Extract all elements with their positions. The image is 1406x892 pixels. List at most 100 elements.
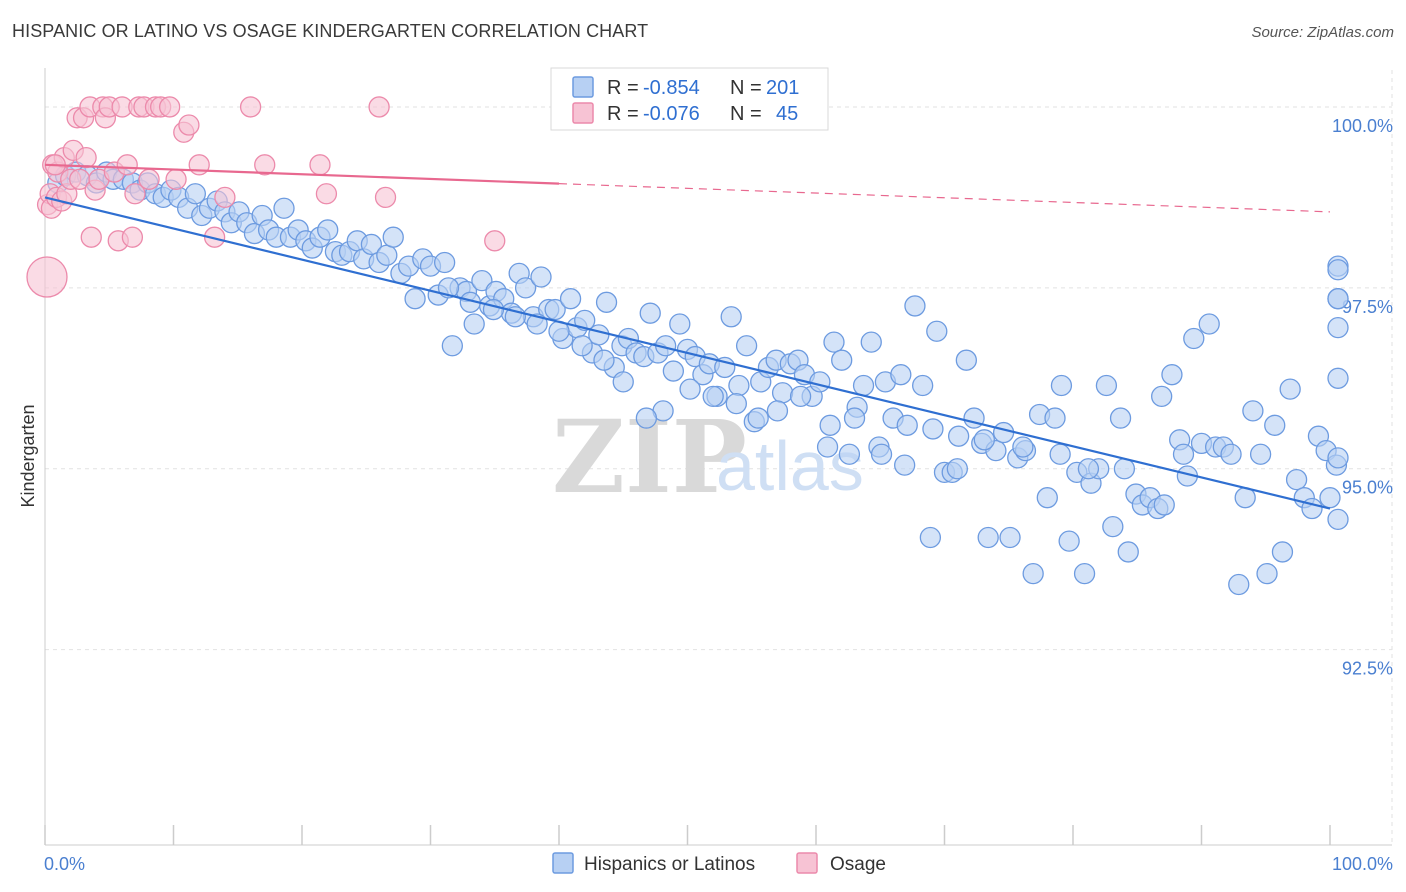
hispanic-point-78 [639,302,661,324]
hispanic-point-69 [574,309,596,332]
hispanic-point-191 [870,443,893,465]
hispanic-point-108 [860,331,882,353]
hispanic-point-142 [1109,407,1132,429]
hispanic-point-113 [896,414,918,436]
hispanic-point-194 [789,385,812,408]
hispanic-point-171 [1319,487,1341,509]
hispanic-point-188 [946,458,968,480]
hispanic-point-102 [816,436,839,458]
osage-point-36 [178,114,200,136]
hispanic-point-96 [771,382,794,404]
hispanic-point-51 [441,335,463,357]
hispanic-point-187 [973,429,995,451]
hispanic-point-130 [1022,563,1044,585]
hispanic-point-179 [1327,288,1349,310]
series-osage-points [26,96,506,298]
hispanic-point-143 [1117,541,1139,563]
hispanic-point-121 [955,349,977,371]
hispanic-point-202 [612,371,634,393]
hispanic-point-46 [404,288,426,310]
hispanic-point-182 [1151,385,1173,408]
y-tick-label-2: 97.5% [1342,297,1393,317]
hispanic-point-82 [669,313,691,335]
series-legend: Hispanics or Latinos Osage [552,852,886,875]
osage-point-30 [138,168,160,190]
legend-r-value-1: -0.854 [643,77,700,99]
legend-r-value-2: -0.076 [643,103,700,125]
hispanic-point-163 [1264,414,1286,436]
hispanic-point-105 [838,443,861,465]
hispanic-point-141 [1102,515,1124,538]
bottom-legend-label-hispanics: Hispanics or Latinos [584,854,755,875]
bottom-legend-swatch-blue [552,852,574,874]
hispanic-point-107 [852,374,875,397]
watermark: ZIP atlas [552,398,864,516]
hispanic-point-160 [1242,400,1264,422]
legend-swatch-blue [572,76,594,98]
hispanic-point-137 [1073,563,1096,585]
hispanic-point-124 [977,526,999,549]
hispanic-point-154 [1198,313,1220,335]
osage-point-26 [121,226,144,248]
hispanic-point-157 [1220,443,1242,465]
hispanic-point-162 [1256,563,1278,585]
hispanic-point-180 [1327,367,1349,389]
hispanic-point-175 [1327,316,1349,339]
hispanic-point-199 [679,378,701,400]
x-tick-labels: 0.0% 100.0% [44,854,1393,874]
hispanic-point-181 [1172,443,1195,465]
hispanic-point-117 [926,320,948,342]
source-credit: Source: ZipAtlas.com [1251,24,1394,41]
y-tick-label-3: 100.0% [1332,116,1393,136]
legend-n-value-1: 201 [766,77,799,99]
hispanic-point-16 [184,183,206,205]
hispanic-point-132 [1036,487,1058,509]
hispanic-point-178 [1327,259,1349,281]
osage-point-41 [254,154,276,176]
hispanic-point-206 [526,313,548,335]
stats-legend: R = -0.854 N = 201 R = -0.076 N = 45 [550,67,829,131]
hispanic-point-120 [947,425,970,447]
hispanic-point-161 [1249,443,1272,465]
hispanic-point-63 [530,266,552,288]
osage-point-43 [315,183,338,205]
hispanic-point-197 [725,392,747,415]
hispanic-point-114 [904,295,926,317]
hispanic-point-166 [1285,468,1308,491]
y-tick-labels: 92.5% 95.0% 97.5% 100.0% [1332,116,1393,679]
x-tick-label-1: 100.0% [1332,854,1393,874]
osage-point-44 [368,96,390,118]
y-axis-label: Kindergarten [18,404,38,507]
hispanic-point-164 [1271,541,1294,563]
legend-n-label-2: N = [730,103,762,125]
hispanic-point-190 [894,454,916,476]
hispanic-point-208 [482,298,505,321]
trend-line-hispanics [44,196,1331,510]
hispanic-point-165 [1279,378,1301,400]
osage-point-40 [239,96,262,118]
hispanic-point-101 [809,371,831,393]
bottom-legend-swatch-pink [796,852,818,874]
hispanic-point-184 [1077,458,1100,480]
osage-point-47 [26,256,68,298]
hispanic-point-61 [514,277,537,299]
legend-n-value-2: 45 [776,103,798,125]
hispanic-point-204 [571,335,593,357]
hispanic-point-42 [376,244,398,266]
hispanic-point-72 [595,291,618,313]
y-tick-label-1: 95.0% [1342,478,1393,498]
hispanic-point-67 [559,288,582,310]
hispanic-point-91 [735,335,758,357]
trend-line-osage-extension [558,183,1331,213]
hispanic-point-198 [702,385,724,408]
hispanic-point-174 [1327,508,1349,531]
trend-line-osage [44,163,560,185]
osage-point-39 [214,186,236,209]
hispanic-point-192 [843,407,866,429]
hispanic-point-196 [747,407,769,429]
hispanic-point-152 [1183,327,1205,350]
hispanic-point-50 [433,251,456,274]
hispanic-point-126 [992,421,1015,444]
hispanic-point-185 [1049,443,1071,465]
